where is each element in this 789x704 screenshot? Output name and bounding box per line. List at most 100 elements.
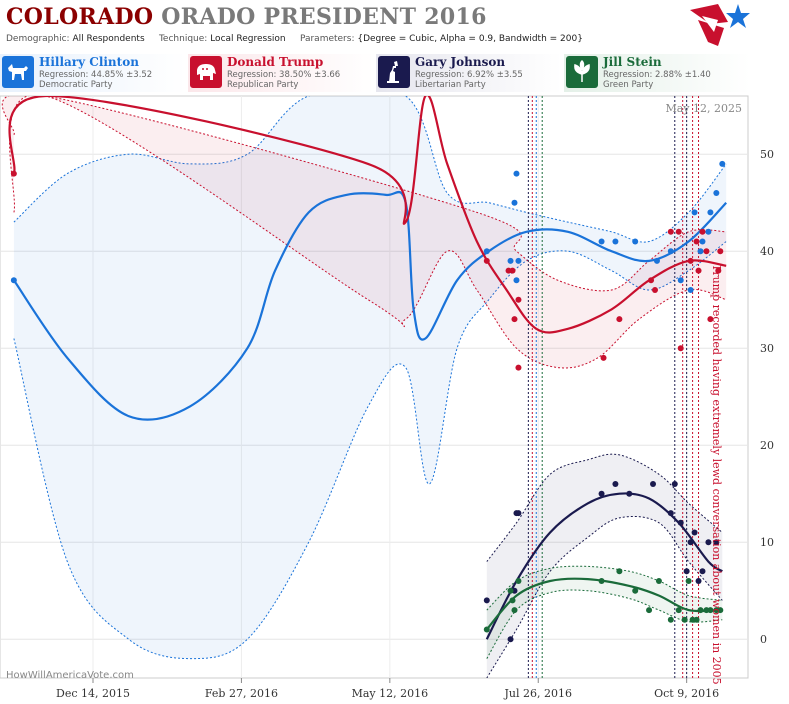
poll-point: [10, 170, 17, 177]
title-state: COLORADO: [6, 4, 154, 30]
page-title: COLORADO ORADO PRESIDENT 2016: [6, 4, 487, 30]
poll-point: [598, 578, 605, 584]
confidence-lower: [13, 241, 727, 660]
candidate-party: Green Party: [603, 80, 654, 90]
chart-date: May 12, 2025: [665, 102, 742, 115]
candidate-name: Hillary Clinton: [39, 55, 139, 69]
poll-point: [507, 636, 514, 643]
poll-point: [717, 248, 724, 255]
candidate-name: Jill Stein: [603, 55, 662, 69]
candidate-clinton: Hillary Clinton Regression: 44.85% ±3.52…: [0, 54, 186, 92]
poll-point: [483, 257, 490, 264]
candidate-party: Libertarian Party: [415, 80, 486, 90]
y-axis: 0 10 20 30 40 50: [760, 148, 774, 646]
poll-point: [699, 568, 706, 575]
confidence-bands: [1, 96, 727, 678]
candidate-regression: Regression: 44.85% ±3.52: [39, 70, 153, 80]
poll-point: [616, 316, 623, 323]
poll-point: [687, 287, 694, 293]
candidate-johnson: Gary Johnson Regression: 6.92% ±3.55 Lib…: [376, 54, 562, 92]
poll-point: [691, 529, 698, 536]
poll-point: [667, 510, 674, 517]
x-tick-label: Feb 27, 2016: [205, 687, 278, 700]
poll-point: [651, 287, 658, 293]
poll-point: [667, 228, 674, 235]
poll-point: [699, 228, 706, 235]
confidence-upper: [13, 96, 727, 243]
poll-point: [677, 277, 684, 284]
poll-point: [598, 490, 605, 497]
x-tick-label: Oct 9, 2016: [654, 687, 719, 700]
poll-point: [616, 568, 623, 575]
poll-point: [699, 238, 706, 245]
poll-point: [626, 490, 633, 497]
poll-point: [612, 238, 619, 245]
poll-points: [10, 160, 726, 643]
poll-point: [646, 607, 653, 614]
poll-point: [511, 607, 518, 614]
y-tick-label: 30: [760, 342, 774, 355]
parameters-label: Parameters:: [299, 34, 355, 44]
poll-point: [600, 354, 607, 361]
poll-point: [713, 539, 720, 546]
parameters-line: Demographic: All Respondents Technique: …: [6, 34, 583, 44]
poll-point: [675, 607, 682, 614]
grid-lines: [0, 96, 748, 678]
poll-chart: 0 10 20 30 40 50 Dec 14, 2015 Feb 27, 2016 May …: [0, 95, 774, 700]
poll-point: [693, 616, 700, 623]
y-tick-label: 0: [760, 633, 767, 646]
demographic-label: Demographic:: [6, 34, 70, 44]
donkey-icon: [2, 56, 34, 88]
poll-point: [515, 257, 522, 264]
regression-line: [12, 191, 727, 421]
poll-point: [515, 296, 522, 303]
poll-point: [612, 481, 619, 487]
poll-point: [10, 277, 17, 284]
poll-point: [707, 316, 714, 323]
poll-point: [687, 539, 694, 546]
candidate-regression: Regression: 2.88% ±1.40: [603, 70, 711, 80]
technique-label: Technique:: [158, 34, 208, 44]
poll-point: [681, 616, 688, 623]
poll-point: [677, 519, 684, 526]
poll-point: [483, 248, 490, 255]
confidence-upper: [486, 453, 723, 562]
poll-point: [705, 539, 712, 546]
poll-point: [513, 277, 520, 284]
poll-point: [707, 209, 714, 216]
regression-line: [8, 96, 727, 334]
poll-point: [667, 248, 674, 255]
poll-point: [705, 228, 712, 235]
candidate-regression: Regression: 38.50% ±3.66: [227, 70, 341, 80]
poll-point: [697, 607, 704, 614]
confidence-band: [13, 96, 727, 659]
poll-point: [685, 578, 692, 584]
candidate-stein: Jill Stein Regression: 2.88% ±1.40 Green…: [564, 54, 750, 92]
poll-point: [515, 510, 522, 517]
event-markers: [527, 96, 700, 678]
parameters-value: {Degree = Cubic, Alpha = 0.9, Bandwidth …: [357, 34, 583, 44]
y-tick-label: 20: [760, 439, 774, 452]
confidence-band: [486, 454, 723, 678]
poll-point: [483, 597, 490, 604]
x-tick-label: Dec 14, 2015: [56, 687, 130, 700]
demographic-value: All Respondents: [72, 34, 145, 44]
confidence-lower: [486, 515, 723, 678]
poll-point: [691, 209, 698, 216]
y-tick-label: 50: [760, 148, 774, 161]
event-annotation: Trump recorded having extremely lewd con…: [710, 264, 723, 685]
x-axis: Dec 14, 2015 Feb 27, 2016 May 12, 2016 Jul …: [56, 678, 719, 700]
candidate-party: Republican Party: [227, 80, 299, 90]
title-race: ORADO PRESIDENT 2016: [161, 4, 487, 30]
poll-point: [707, 607, 714, 614]
poll-point: [511, 316, 518, 323]
regression-lines: [8, 96, 727, 640]
statue-of-liberty-icon: [378, 56, 410, 88]
regression-line: [485, 577, 723, 631]
poll-point: [695, 578, 702, 584]
poll-point: [675, 228, 682, 235]
candidate-name: Donald Trump: [227, 55, 324, 69]
site-logo-icon: [690, 4, 750, 46]
poll-point: [513, 170, 520, 177]
confidence-band: [2, 96, 727, 368]
